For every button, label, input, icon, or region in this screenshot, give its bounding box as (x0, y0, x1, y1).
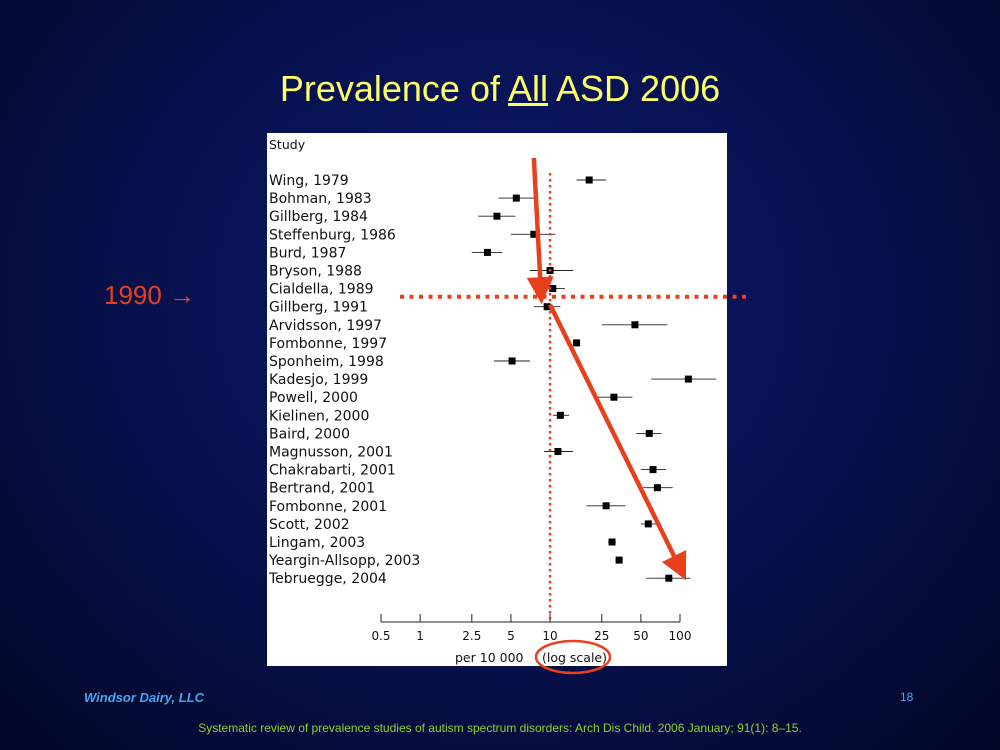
point-estimate (483, 248, 491, 256)
study-label: Scott, 2002 (269, 517, 350, 533)
point-estimate (649, 466, 657, 474)
point-estimate (602, 502, 610, 510)
point-estimate (610, 393, 618, 401)
study-label: Tebruegge, 2004 (268, 571, 387, 587)
study-label: Bertrand, 2001 (269, 481, 375, 497)
study-label: Steffenburg, 1986 (269, 227, 396, 243)
point-estimate (631, 321, 639, 329)
page-number: 18 (900, 690, 914, 704)
citation: Systematic review of prevalence studies … (198, 721, 802, 735)
study-label: Gillberg, 1984 (269, 209, 368, 225)
point-estimate (546, 267, 554, 274)
study-label: Yeargin-Allsopp, 2003 (268, 553, 420, 569)
point-estimate (508, 357, 516, 365)
point-estimate (644, 520, 652, 528)
study-label: Burd, 1987 (269, 245, 346, 261)
point-estimate (530, 230, 538, 238)
study-label: Gillberg, 1991 (269, 300, 368, 316)
x-tick-label: 0.5 (371, 629, 390, 643)
study-label: Fombonne, 2001 (269, 499, 387, 515)
x-tick-label: 5 (507, 629, 515, 643)
study-label: Baird, 2000 (269, 426, 350, 442)
point-estimate (493, 212, 501, 220)
x-tick-label: 100 (669, 629, 692, 643)
forest-plot: Study Wing, 1979 Bohman, 1983 Gillberg, 198… (268, 137, 717, 665)
study-label: Lingam, 2003 (269, 535, 365, 551)
point-estimate (645, 429, 653, 437)
study-label: Magnusson, 2001 (269, 445, 393, 461)
point-estimate (554, 448, 562, 455)
x-tick-label: 50 (633, 629, 648, 643)
title-emphasis: All (508, 68, 549, 109)
point-estimate (543, 303, 551, 311)
point-estimate (585, 176, 593, 184)
study-label: Kielinen, 2000 (269, 408, 369, 424)
study-label: Cialdella, 1989 (269, 282, 374, 298)
x-axis-label-log-scale: (log scale) (542, 650, 607, 665)
forest-plot-panel: Study Wing, 1979 Bohman, 1983 Gillberg, 198… (267, 133, 727, 666)
annotation-1990: 1990 → (104, 280, 196, 310)
point-estimate (512, 194, 520, 202)
study-label: Bryson, 1988 (269, 264, 362, 280)
column-header-study: Study (269, 137, 306, 152)
x-axis-label: per 10 000 (455, 650, 524, 665)
footer-brand: Windsor Dairy, LLC (84, 690, 205, 705)
study-label: Bohman, 1983 (269, 191, 372, 207)
point-estimate (573, 339, 581, 347)
study-label: Fombonne, 1997 (269, 336, 387, 352)
study-label: Wing, 1979 (269, 173, 349, 189)
point-estimate (608, 538, 616, 546)
study-label: Arvidsson, 1997 (269, 318, 382, 334)
study-label: Chakrabarti, 2001 (269, 463, 396, 479)
x-tick-label: 10 (542, 629, 557, 643)
point-estimate (556, 411, 564, 419)
point-estimate (549, 285, 557, 293)
point-estimate (684, 375, 692, 383)
study-label: Powell, 2000 (269, 390, 358, 406)
title-suffix: ASD 2006 (548, 68, 721, 109)
slide-title: Prevalence of All ASD 2006 (0, 68, 1000, 110)
study-label: Sponheim, 1998 (269, 354, 384, 370)
study-label: Kadesjo, 1999 (269, 372, 368, 388)
point-estimate (615, 556, 623, 564)
x-tick-label: 2.5 (462, 629, 481, 643)
x-tick-label: 1 (416, 629, 424, 643)
point-estimate (665, 574, 673, 582)
title-prefix: Prevalence of (279, 68, 508, 109)
x-tick-label: 25 (594, 629, 609, 643)
point-estimate (653, 484, 661, 492)
